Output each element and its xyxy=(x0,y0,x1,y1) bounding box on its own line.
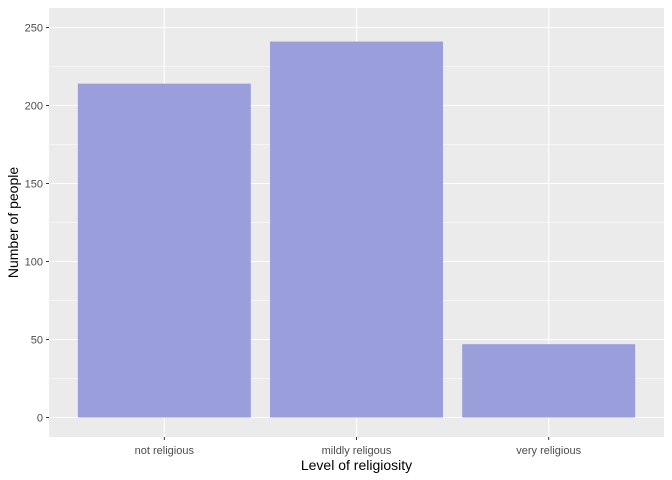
y-tick-label: 200 xyxy=(25,101,43,113)
bar-3 xyxy=(462,344,636,418)
bar-2 xyxy=(270,41,443,418)
y-tick-label: 250 xyxy=(25,23,43,35)
y-tick-label: 100 xyxy=(25,257,43,269)
bar-1 xyxy=(77,83,251,418)
bars xyxy=(77,41,636,418)
x-tick-label: mildly religous xyxy=(322,445,392,457)
y-tick-label: 150 xyxy=(25,179,43,191)
y-tick-label: 0 xyxy=(37,413,43,425)
y-tick-label: 50 xyxy=(31,335,43,347)
axes: 0 50 100 150 200 250 not religious mildly relig… xyxy=(25,23,582,458)
x-tick-label: very religious xyxy=(516,445,581,457)
x-tick-label: not religious xyxy=(135,445,195,457)
y-axis-title: Number of people xyxy=(5,167,21,279)
x-axis-title: Level of religiosity xyxy=(301,457,412,473)
